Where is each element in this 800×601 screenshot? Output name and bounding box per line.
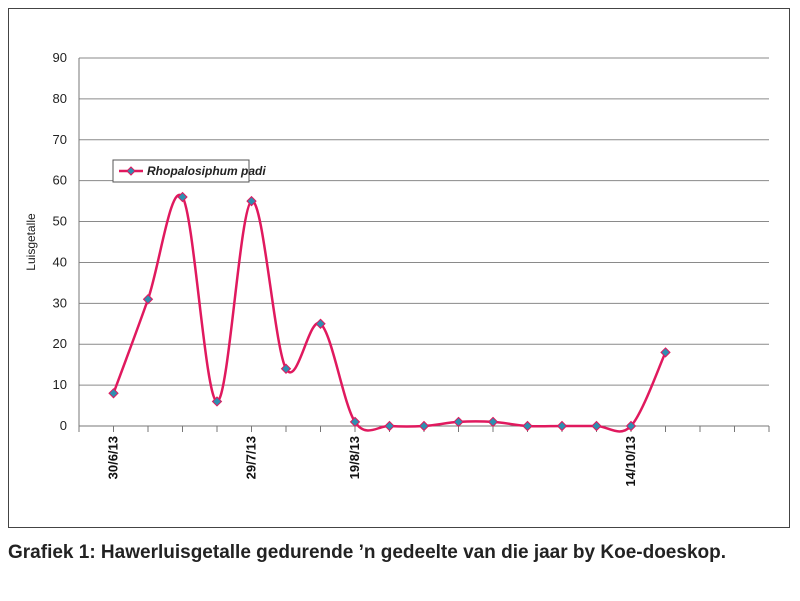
line-chart: 0 10 20 30 40 50 60 70 80 90 Luisgetalle 30/6/13 29/…	[24, 50, 770, 487]
data-point	[280, 363, 292, 374]
data-point	[108, 388, 119, 399]
y-axis-label: Luisgetalle	[24, 213, 38, 271]
x-tick-label: 29/7/13	[244, 436, 259, 479]
x-tick-label: 30/6/13	[106, 436, 121, 479]
y-tick-label: 20	[53, 336, 67, 351]
x-tick-label: 19/8/13	[347, 436, 362, 479]
data-point	[177, 191, 188, 203]
data-point	[315, 318, 326, 329]
data-point	[522, 420, 533, 432]
y-tick-label: 0	[60, 418, 67, 433]
data-point	[625, 420, 637, 432]
y-tick-label: 80	[53, 91, 67, 106]
legend-marker	[126, 166, 136, 176]
data-point	[142, 294, 154, 305]
figure-caption: Grafiek 1: Hawerluisgetalle gedurende ’n…	[8, 542, 727, 563]
data-point	[453, 416, 464, 428]
data-point	[246, 195, 257, 207]
data-point	[487, 416, 499, 428]
x-tick-label: 14/10/13	[623, 436, 638, 487]
y-tick-label: 50	[53, 214, 67, 229]
legend-label: Rhopalosiphum padi	[147, 164, 266, 178]
data-point	[211, 396, 223, 407]
y-tick-label: 70	[53, 132, 67, 147]
data-point	[418, 420, 430, 432]
data-point	[591, 420, 602, 432]
legend-box	[112, 159, 250, 183]
y-tick-label: 90	[53, 50, 67, 65]
data-point	[384, 420, 395, 432]
chart-frame: 0 10 20 30 40 50 60 70 80 90 Luisgetalle 30/6/13 29/…	[8, 8, 790, 528]
series-line	[112, 193, 667, 433]
y-tick-label: 30	[53, 295, 67, 310]
data-point	[556, 420, 568, 432]
data-point	[660, 347, 671, 358]
y-tick-label: 10	[53, 377, 67, 392]
data-point	[349, 416, 361, 428]
y-tick-label: 60	[53, 173, 67, 188]
y-tick-label: 40	[53, 254, 67, 269]
